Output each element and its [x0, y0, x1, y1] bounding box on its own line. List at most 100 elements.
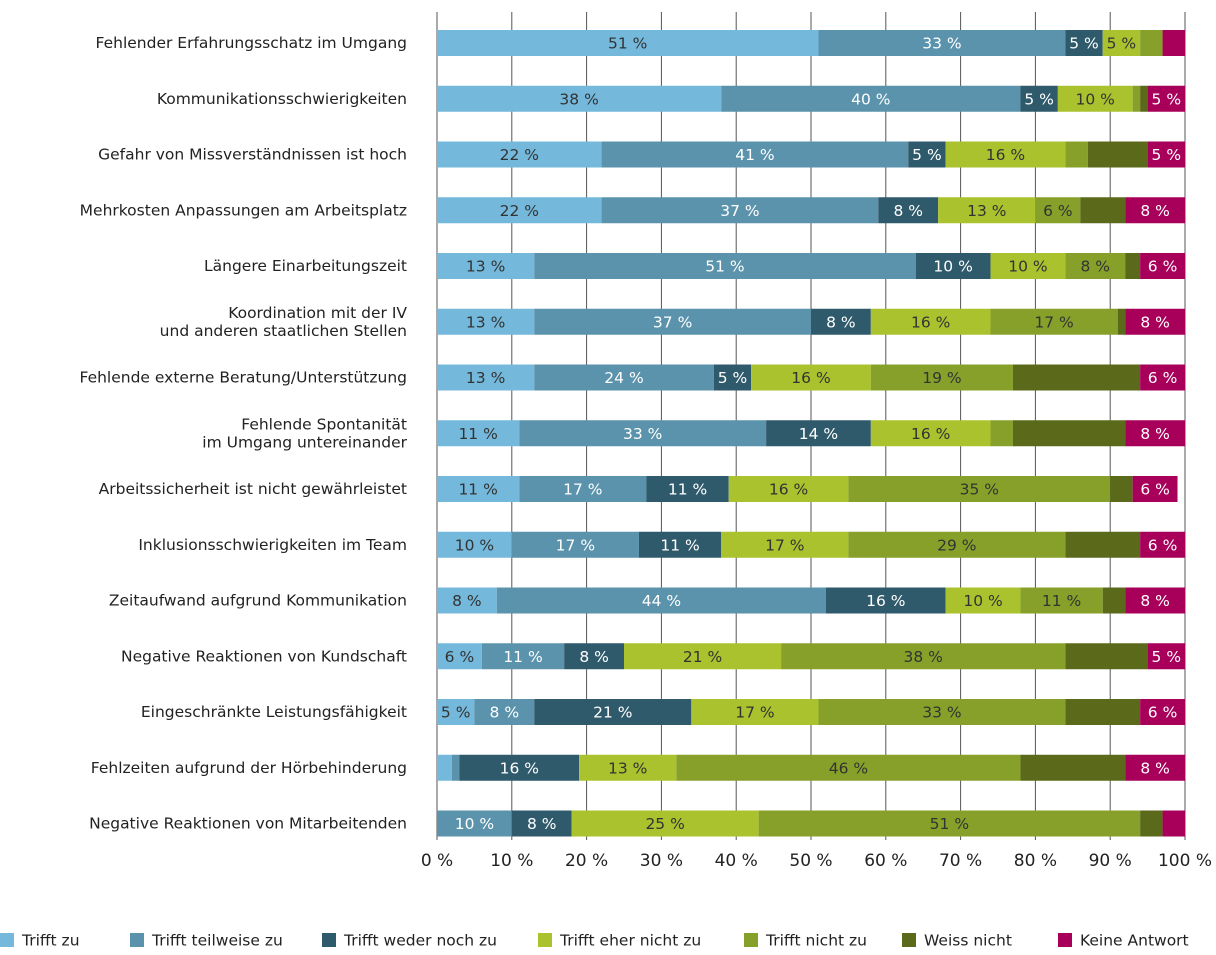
category-label: Koordination mit der IV und anderen staat… [160, 303, 408, 339]
category-label: Fehlende externe Beratung/Unterstützung [80, 368, 408, 386]
category-label: Längere Einarbeitungszeit [204, 257, 407, 275]
bar-segment [437, 253, 535, 279]
value-label: 38 % [904, 648, 943, 666]
bar-segment [1140, 30, 1163, 56]
x-tick-label: 90 % [1089, 851, 1132, 871]
bar-segment [721, 85, 1021, 112]
bar-segment [1020, 587, 1103, 614]
category-label: Arbeitssicherheit ist nicht gewährleiste… [99, 480, 407, 498]
value-label: 22 % [500, 146, 539, 164]
value-label: 10 % [933, 258, 972, 276]
bar-segment [1125, 587, 1185, 614]
bar-segment [1065, 643, 1148, 670]
bar-segment [818, 30, 1066, 56]
bar-segment [459, 754, 580, 781]
x-tick-label: 10 % [490, 851, 533, 871]
bar-segment [1065, 30, 1103, 56]
value-label: 5 % [718, 369, 748, 387]
bar-segment [766, 420, 871, 447]
bar-segment [437, 810, 512, 837]
bar-segment [1147, 643, 1185, 670]
value-label: 16 % [911, 425, 950, 443]
bar-segment [601, 197, 879, 224]
value-label: 8 % [452, 592, 482, 610]
category-label: Eingeschränkte Leistungsfähigkeit [141, 703, 407, 721]
bar-segment [945, 141, 1066, 168]
bar-segment [1065, 531, 1141, 558]
value-label: 5 % [441, 704, 471, 722]
value-label: 16 % [986, 146, 1025, 164]
bar-segment [1125, 197, 1185, 224]
x-tick-label: 80 % [1014, 851, 1057, 871]
value-label: 11 % [668, 481, 707, 499]
bar-segment [474, 699, 535, 725]
bar-segment [624, 643, 782, 670]
value-label: 8 % [490, 704, 520, 722]
bar-segment [1125, 253, 1141, 279]
bar-segment [1140, 364, 1185, 391]
value-label: 38 % [559, 90, 598, 108]
value-label: 33 % [922, 704, 961, 722]
value-label: 16 % [791, 369, 830, 387]
legend-swatch [538, 933, 552, 947]
value-label: 11 % [503, 648, 542, 666]
bar-segment [818, 699, 1066, 725]
legend-label: Trifft weder noch zu [343, 932, 497, 950]
legend-label: Trifft nicht zu [765, 932, 867, 950]
value-label: 8 % [1140, 202, 1170, 220]
bar-segment [437, 754, 452, 781]
value-label: 10 % [455, 536, 494, 554]
value-label: 22 % [500, 202, 539, 220]
bar-segment [1125, 308, 1185, 335]
value-label: 16 % [911, 313, 950, 331]
value-label: 51 % [930, 815, 969, 833]
category-label: Inklusionsschwierigkeiten im Team [138, 535, 407, 553]
value-label: 33 % [623, 425, 662, 443]
value-label: 17 % [735, 704, 774, 722]
bar-segment [811, 308, 871, 335]
value-label: 8 % [579, 648, 609, 666]
bar-segment [713, 364, 752, 391]
bar-segment [938, 197, 1036, 224]
value-label: 13 % [967, 202, 1006, 220]
value-label: 8 % [1140, 313, 1170, 331]
value-label: 5 % [1152, 146, 1182, 164]
legend-label: Trifft zu [21, 932, 80, 950]
bar-segment [451, 754, 460, 781]
bar-segment [1162, 30, 1185, 56]
bar-segment [676, 754, 1021, 781]
value-label: 11 % [458, 425, 497, 443]
value-label: 17 % [563, 481, 602, 499]
category-label: Fehlende Spontanität im Umgang untereinan… [202, 415, 407, 451]
bar-segment [1012, 364, 1141, 391]
bar-segment [1035, 197, 1081, 224]
bar-segment [878, 197, 939, 224]
bar-segment [1102, 587, 1126, 614]
legend-swatch [130, 933, 144, 947]
legend-label: Trifft teilweise zu [151, 932, 283, 950]
bar-segment [437, 141, 602, 168]
bar-segment [534, 308, 811, 335]
bar-segment [1020, 85, 1058, 112]
bar-segment [1147, 141, 1185, 168]
value-label: 44 % [642, 592, 681, 610]
value-label: 46 % [829, 759, 868, 777]
bar-segment [945, 587, 1021, 614]
value-label: 8 % [1140, 425, 1170, 443]
value-label: 19 % [922, 369, 961, 387]
bar-segment [1140, 531, 1185, 558]
bar-segment [519, 420, 767, 447]
legend-swatch [1058, 933, 1072, 947]
value-label: 37 % [653, 313, 692, 331]
value-label: 11 % [660, 536, 699, 554]
bar-segment [437, 531, 512, 558]
bar-segment [638, 531, 722, 558]
bar-segment [990, 420, 1013, 447]
bar-segment [721, 531, 849, 558]
value-label: 8 % [893, 202, 923, 220]
value-label: 6 % [445, 648, 475, 666]
bar-segment [1162, 810, 1185, 837]
category-label: Mehrkosten Anpassungen am Arbeitsplatz [80, 201, 407, 219]
value-label: 10 % [1008, 258, 1047, 276]
value-label: 24 % [604, 369, 643, 387]
